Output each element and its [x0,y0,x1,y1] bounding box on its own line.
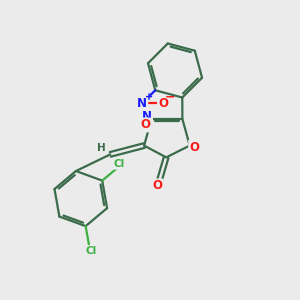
Text: O: O [140,118,150,131]
Text: +: + [145,92,153,102]
Text: N: N [137,97,147,110]
Text: Cl: Cl [85,246,96,256]
Text: H: H [97,143,106,153]
Text: N: N [142,110,152,123]
Text: −: − [165,91,175,104]
Text: O: O [152,179,162,192]
Text: O: O [158,97,168,110]
Text: Cl: Cl [114,159,125,169]
Text: O: O [189,141,199,154]
